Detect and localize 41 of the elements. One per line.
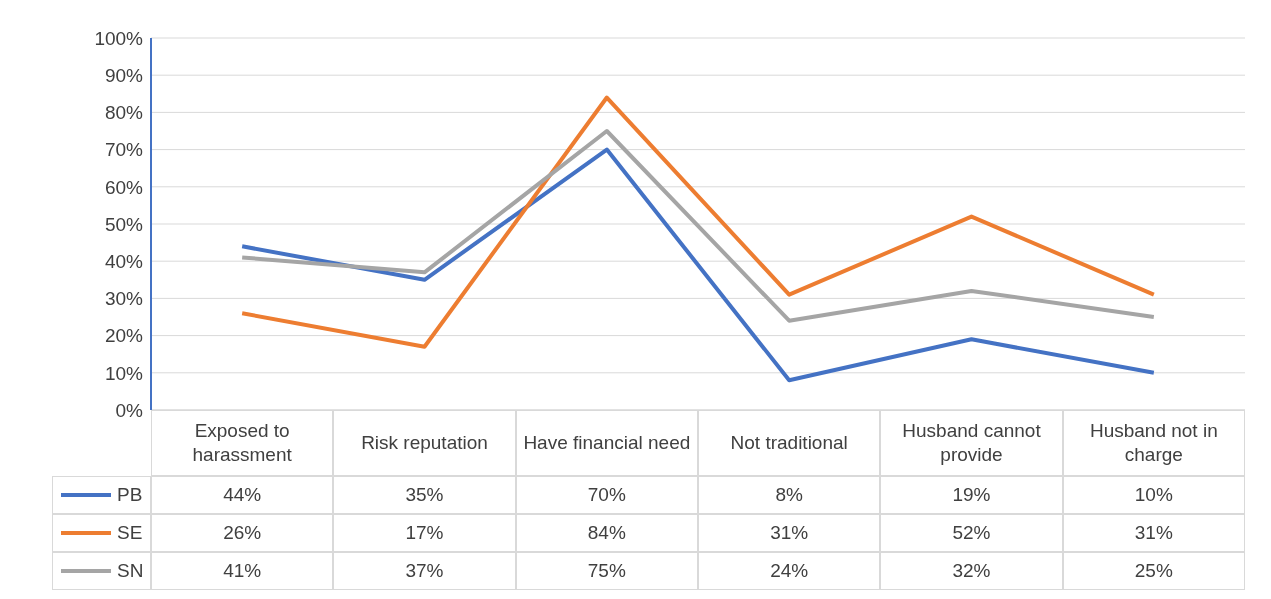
y-tick-label: 50% xyxy=(104,213,144,235)
y-tick-label: 40% xyxy=(104,250,144,272)
data-label: 41% xyxy=(151,552,334,590)
y-tick-label: 90% xyxy=(104,64,144,86)
data-label: 44% xyxy=(151,476,334,514)
data-label: 25% xyxy=(1062,552,1245,590)
x-tick-label: Not traditional xyxy=(698,410,881,476)
data-label: 26% xyxy=(151,514,334,552)
data-label: 84% xyxy=(515,514,698,552)
y-tick-label: 0% xyxy=(115,399,144,421)
data-label: 70% xyxy=(515,476,698,514)
y-tick-label: 100% xyxy=(94,27,144,49)
x-tick-label: Have financial need xyxy=(515,410,698,476)
y-tick-label: 20% xyxy=(104,325,144,347)
data-label: 32% xyxy=(880,552,1063,590)
legend-label: SE xyxy=(117,521,143,545)
line-series xyxy=(240,129,1156,323)
x-tick-label: Exposed to harassment xyxy=(151,410,334,476)
x-tick-label: Husband cannot provide xyxy=(880,410,1063,476)
y-tick-label: 70% xyxy=(104,139,144,161)
line-series xyxy=(240,95,1156,349)
data-label: 75% xyxy=(515,552,698,590)
legend-label: SN xyxy=(117,559,144,583)
y-tick-label: 30% xyxy=(104,288,144,310)
data-label: 24% xyxy=(698,552,881,590)
x-tick-label: Husband not in charge xyxy=(1062,410,1245,476)
data-label: 31% xyxy=(1062,514,1245,552)
y-tick-label: 10% xyxy=(104,362,144,384)
legend-label: PB xyxy=(117,483,143,507)
x-tick-label: Risk reputation xyxy=(333,410,516,476)
data-label: 17% xyxy=(333,514,516,552)
data-label: 37% xyxy=(333,552,516,590)
data-label: 35% xyxy=(333,476,516,514)
line-series xyxy=(240,147,1156,383)
y-tick-label: 60% xyxy=(104,176,144,198)
data-label: 52% xyxy=(880,514,1063,552)
data-label: 31% xyxy=(698,514,881,552)
data-label: 10% xyxy=(1062,476,1245,514)
data-label: 19% xyxy=(880,476,1063,514)
data-label: 8% xyxy=(698,476,881,514)
y-tick-label: 80% xyxy=(104,102,144,124)
